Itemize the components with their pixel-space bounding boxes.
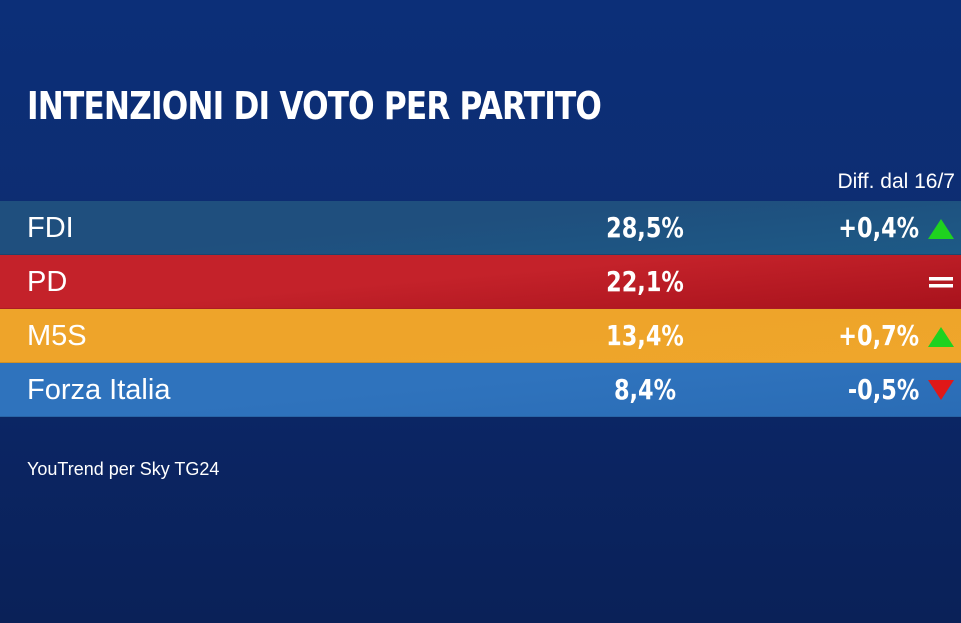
equals-bar-bottom xyxy=(929,284,953,288)
party-percentage: 22,1% xyxy=(606,265,684,298)
equals-bar-top xyxy=(929,277,953,281)
party-difference: -0,5% xyxy=(847,373,919,406)
down-arrow-shape xyxy=(928,380,954,400)
triangle-up-icon xyxy=(927,323,955,349)
chart-title: INTENZIONI DI VOTO PER PARTITO xyxy=(27,84,602,128)
party-name: PD xyxy=(27,266,68,298)
party-percentage: 8,4% xyxy=(613,373,677,406)
party-row-pd: PD 22,1% xyxy=(0,255,961,309)
equals-icon xyxy=(927,269,955,295)
up-arrow-shape xyxy=(928,327,954,347)
party-percentage: 13,4% xyxy=(606,319,684,352)
party-name: Forza Italia xyxy=(27,374,171,406)
triangle-up-icon xyxy=(927,215,955,241)
up-arrow-shape xyxy=(928,219,954,239)
party-name: FDI xyxy=(27,212,74,244)
poll-table: FDI 28,5% +0,4% PD 22,1% M5S 13,4% +0,7% Forza I… xyxy=(0,201,961,417)
party-row-fdi: FDI 28,5% +0,4% xyxy=(0,201,961,255)
party-percentage: 28,5% xyxy=(606,211,684,244)
party-name: M5S xyxy=(27,320,87,352)
party-row-forza-italia: Forza Italia 8,4% -0,5% xyxy=(0,363,961,417)
diff-column-header: Diff. dal 16/7 xyxy=(837,170,955,193)
party-row-m5s: M5S 13,4% +0,7% xyxy=(0,309,961,363)
triangle-down-icon xyxy=(927,377,955,403)
source-credit: YouTrend per Sky TG24 xyxy=(27,459,220,479)
party-difference: +0,7% xyxy=(838,319,919,352)
party-difference: +0,4% xyxy=(838,211,919,244)
